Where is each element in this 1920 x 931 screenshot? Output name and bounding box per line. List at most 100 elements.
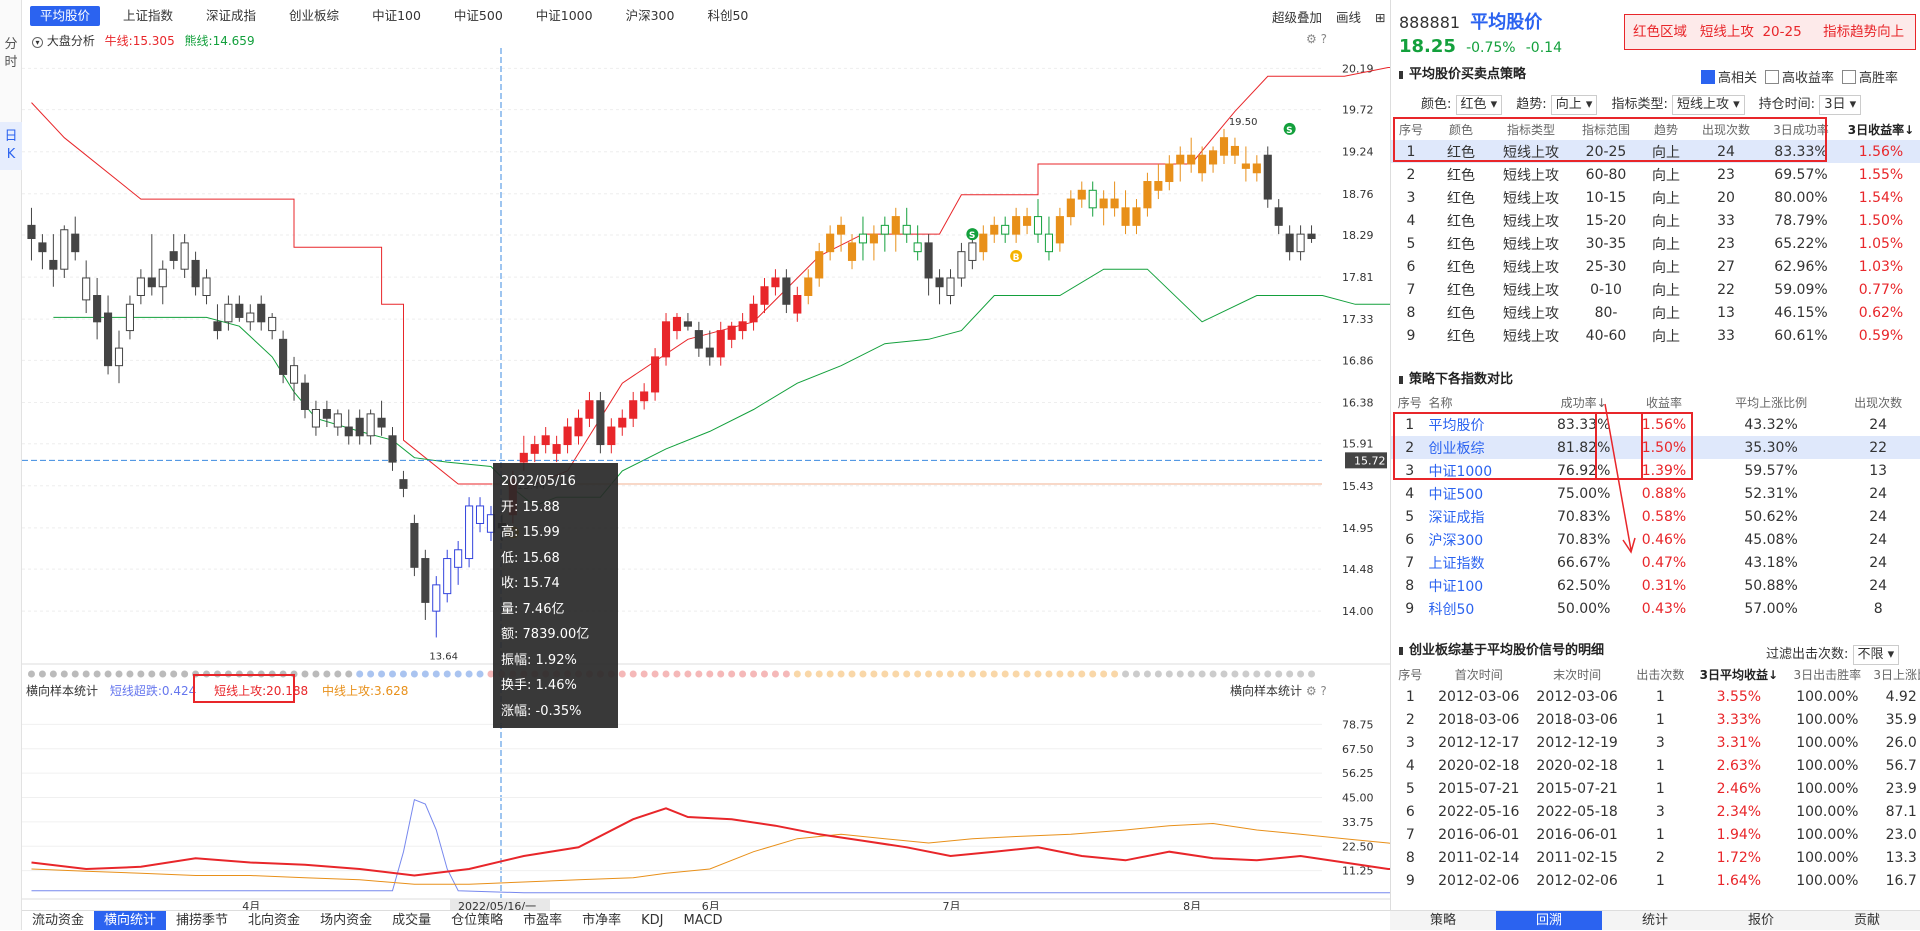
table-row[interactable]: 4 2020-02-18 2020-02-18 1 2.63% 100.00% 56.7 <box>1391 754 1920 777</box>
column-header[interactable]: 3日出击胜率 <box>1793 667 1862 682</box>
bottom-tab[interactable]: KDJ <box>641 913 664 928</box>
bottom-tab[interactable]: 流动资金 <box>32 913 85 928</box>
table-cell: 2020-02-18 <box>1536 757 1618 774</box>
table-row[interactable]: 6 沪深300 70.83% 0.46% 45.08% 24 <box>1391 528 1920 551</box>
column-header[interactable]: 出现次数 <box>1854 395 1903 410</box>
bottom-tab[interactable]: 北向资金 <box>248 913 301 928</box>
chart-canvas[interactable]: 20.1919.7219.2418.7618.2917.8117.3316.86… <box>22 0 1421 913</box>
draw-line-button[interactable]: 画线 <box>1336 10 1362 25</box>
bottom-tab[interactable]: 成交量 <box>392 913 432 928</box>
table-cell: 0.77% <box>1858 281 1904 298</box>
bottom-tab[interactable]: 捕捞季节 <box>176 913 229 928</box>
index-tab[interactable]: 中证100 <box>372 8 421 23</box>
column-header[interactable]: 成功率↓ <box>1560 395 1607 410</box>
column-header[interactable]: 平均上涨比例 <box>1735 395 1808 410</box>
table-row[interactable]: 1 红色 短线上攻 20-25 向上 24 83.33% 1.56% <box>1391 140 1920 163</box>
table-row[interactable]: 9 科创50 50.00% 0.43% 57.00% 8 <box>1391 597 1920 620</box>
table-row[interactable]: 5 2015-07-21 2015-07-21 1 2.46% 100.00% 23.9 <box>1391 777 1920 800</box>
table-row[interactable]: 2 2018-03-06 2018-03-06 1 3.33% 100.00% 35.9 <box>1391 708 1920 731</box>
column-header[interactable]: 趋势 <box>1653 122 1678 137</box>
filter-select[interactable]: 短线上攻 ▾ <box>1671 95 1745 115</box>
strategy-check[interactable]: 高胜率 <box>1842 70 1898 86</box>
index-tab[interactable]: 沪深300 <box>625 8 675 23</box>
filter-select[interactable]: 3日 ▾ <box>1819 95 1862 115</box>
table-row[interactable]: 6 红色 短线上攻 25-30 向上 27 62.96% 1.03% <box>1391 255 1920 278</box>
table-row[interactable]: 5 红色 短线上攻 30-35 向上 23 65.22% 1.05% <box>1391 232 1920 255</box>
table-row[interactable]: 1 平均股价 83.33% 1.56% 43.32% 24 <box>1391 413 1920 436</box>
index-tab[interactable]: 科创50 <box>707 8 749 23</box>
column-header[interactable]: 序号 <box>1398 667 1423 682</box>
right-bottom-tab[interactable]: 策略 <box>1429 913 1456 928</box>
table-row[interactable]: 1 2012-03-06 2012-03-06 1 3.55% 100.00% 4.92 <box>1391 685 1920 708</box>
column-header[interactable]: 出击次数 <box>1636 667 1685 682</box>
table-row[interactable]: 4 中证500 75.00% 0.88% 52.31% 24 <box>1391 482 1920 505</box>
table-row[interactable]: 3 红色 短线上攻 10-15 向上 20 80.00% 1.54% <box>1391 186 1920 209</box>
column-header[interactable]: 3日平均收益↓ <box>1699 667 1779 682</box>
column-header[interactable]: 颜色 <box>1448 122 1473 137</box>
bottom-tab[interactable]: 仓位策略 <box>451 913 504 928</box>
table-row[interactable]: 7 2016-06-01 2016-06-01 1 1.94% 100.00% 23.0 <box>1391 823 1920 846</box>
lower-settings-icon[interactable]: ⚙ ? <box>1305 684 1327 698</box>
table-row[interactable]: 8 中证100 62.50% 0.31% 50.88% 24 <box>1391 574 1920 597</box>
table-cell: 3.33% <box>1716 711 1762 728</box>
help-icon[interactable]: ? <box>1320 32 1327 46</box>
index-tab[interactable]: 平均股价 <box>30 6 101 26</box>
column-header[interactable]: 序号 <box>1398 122 1423 137</box>
bottom-tab[interactable]: 横向统计 <box>94 911 167 930</box>
grid-icon[interactable]: ⊞ <box>1375 10 1386 25</box>
index-tab[interactable]: 创业板综 <box>289 8 340 23</box>
table-row[interactable]: 5 深证成指 70.83% 0.58% 50.62% 24 <box>1391 505 1920 528</box>
dropdown-toggle-icon[interactable]: ▾ <box>32 37 43 48</box>
column-header[interactable]: 出现次数 <box>1701 122 1750 137</box>
table-row[interactable]: 8 红色 短线上攻 80- 向上 13 46.15% 0.62% <box>1391 301 1920 324</box>
table-row[interactable]: 2 创业板综 81.82% 1.50% 35.30% 22 <box>1391 436 1920 459</box>
strategy-check[interactable]: 高相关 <box>1701 70 1757 86</box>
table-row[interactable]: 9 红色 短线上攻 40-60 向上 33 60.61% 0.59% <box>1391 324 1920 347</box>
detail-filter-select[interactable]: 不限 ▾ <box>1852 645 1900 665</box>
overlay-button[interactable]: 超级叠加 <box>1272 10 1323 25</box>
column-header[interactable]: 末次时间 <box>1553 667 1602 682</box>
sample-dot <box>1264 670 1272 678</box>
bottom-tab[interactable]: 市盈率 <box>523 913 563 928</box>
column-header[interactable]: 序号 <box>1397 395 1422 410</box>
sample-dot <box>640 670 648 678</box>
index-tab[interactable]: 深证成指 <box>206 8 257 23</box>
right-bottom-tab[interactable]: 回溯 <box>1496 911 1602 930</box>
column-header[interactable]: 指标范围 <box>1581 122 1630 137</box>
table-row[interactable]: 2 红色 短线上攻 60-80 向上 23 69.57% 1.55% <box>1391 163 1920 186</box>
right-bottom-tab[interactable]: 统计 <box>1641 913 1668 928</box>
column-header[interactable]: 收益率 <box>1645 395 1682 410</box>
strategy-check[interactable]: 高收益率 <box>1765 70 1834 86</box>
column-header[interactable]: 3日上涨比 <box>1873 667 1920 682</box>
settings-icon[interactable]: ⚙ <box>1306 32 1317 46</box>
table-row[interactable]: 3 中证1000 76.92% 1.39% 59.57% 13 <box>1391 459 1920 482</box>
right-bottom-tab[interactable]: 报价 <box>1747 913 1774 928</box>
column-header[interactable]: 3日收益率↓ <box>1847 122 1915 137</box>
candle-body <box>935 277 944 288</box>
column-header[interactable]: 名称 <box>1428 395 1453 410</box>
bottom-tab[interactable]: 市净率 <box>582 913 622 928</box>
column-header[interactable]: 指标类型 <box>1506 122 1555 137</box>
column-header[interactable]: 首次时间 <box>1454 667 1503 682</box>
column-header[interactable]: 3日成功率 <box>1773 122 1829 137</box>
indicator-name[interactable]: 大盘分析 <box>46 34 95 48</box>
filter-select[interactable]: 红色 ▾ <box>1455 95 1503 115</box>
filter-select[interactable]: 向上 ▾ <box>1550 95 1598 115</box>
index-tab[interactable]: 上证指数 <box>123 8 174 23</box>
bottom-tab[interactable]: MACD <box>683 913 723 928</box>
table-row[interactable]: 4 红色 短线上攻 15-20 向上 33 78.79% 1.50% <box>1391 209 1920 232</box>
candle-body <box>279 338 288 375</box>
rail-minute[interactable]: 分时 <box>4 37 18 70</box>
table-row[interactable]: 3 2012-12-17 2012-12-19 3 3.31% 100.00% 26.0 <box>1391 731 1920 754</box>
index-tab[interactable]: 中证500 <box>453 8 503 23</box>
table-row[interactable]: 7 红色 短线上攻 0-10 向上 22 59.09% 0.77% <box>1391 278 1920 301</box>
candle-body <box>1209 150 1218 165</box>
index-tab[interactable]: 中证1000 <box>535 8 593 23</box>
table-row[interactable]: 9 2012-02-06 2012-02-06 1 1.64% 100.00% 16.7 <box>1391 869 1920 892</box>
bottom-tab[interactable]: 场内资金 <box>320 913 373 928</box>
right-bottom-tab[interactable]: 贡献 <box>1853 913 1880 928</box>
table-row[interactable]: 6 2022-05-16 2022-05-18 3 2.34% 100.00% 87.1 <box>1391 800 1920 823</box>
table-row[interactable]: 8 2011-02-14 2011-02-15 2 1.72% 100.00% 13.3 <box>1391 846 1920 869</box>
table-row[interactable]: 7 上证指数 66.67% 0.47% 43.18% 24 <box>1391 551 1920 574</box>
